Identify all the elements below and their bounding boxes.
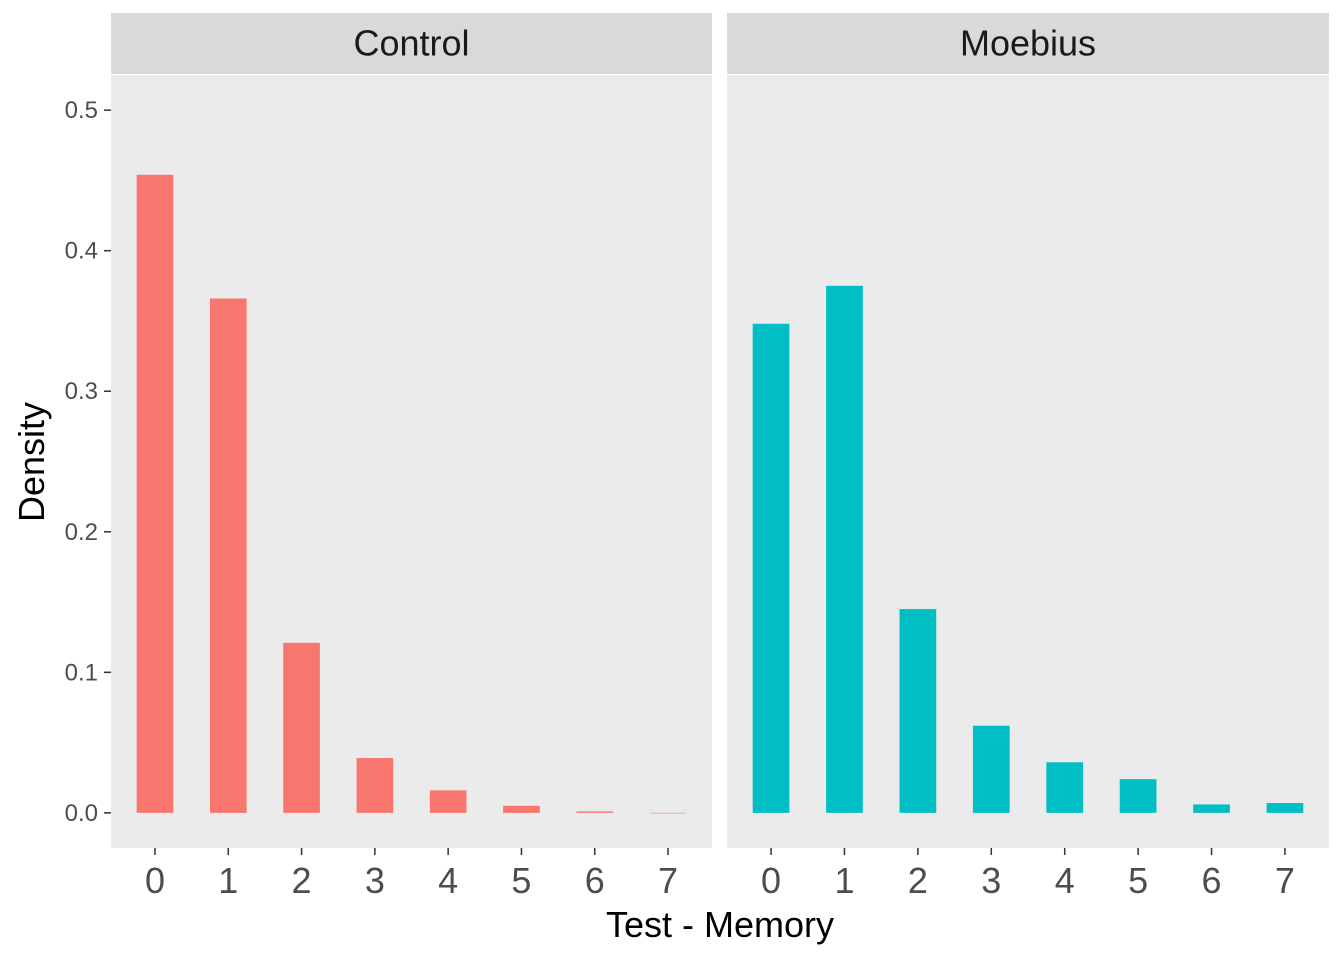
bar (503, 805, 540, 813)
bar (972, 725, 1010, 813)
x-axis: 0 1 2 3 4 5 6 7 0 1 2 3 4 5 6 7 (145, 848, 1295, 901)
x-tick-label: 6 (585, 860, 605, 901)
y-axis-title: Density (11, 402, 52, 522)
bar (1046, 762, 1084, 813)
x-tick-label: 5 (511, 860, 531, 901)
x-tick-label: 7 (658, 860, 678, 901)
x-tick-label: 0 (761, 860, 781, 901)
panel-moebius: Moebius (727, 13, 1329, 848)
facet-strip-label: Moebius (960, 23, 1096, 64)
x-tick-label: 0 (145, 860, 165, 901)
panel-background (111, 75, 712, 848)
x-tick-label: 3 (981, 860, 1001, 901)
y-axis: 0.0 0.1 0.2 0.3 0.4 0.5 (65, 97, 111, 827)
x-axis-title: Test - Memory (606, 904, 834, 945)
bar (283, 642, 320, 813)
x-tick-label: 6 (1202, 860, 1222, 901)
x-tick-label: 2 (908, 860, 928, 901)
x-tick-label: 1 (218, 860, 238, 901)
bar (356, 758, 394, 813)
y-tick-label: 0.3 (65, 378, 98, 405)
bar (1119, 779, 1157, 813)
y-tick-label: 0.1 (65, 659, 98, 686)
y-tick-label: 0.4 (65, 238, 98, 265)
panels-layer: Control Moebius (111, 13, 1329, 848)
bar (1193, 804, 1230, 813)
panel-background (727, 75, 1329, 848)
x-tick-label: 4 (438, 860, 458, 901)
bar (899, 609, 937, 813)
bar (826, 285, 863, 813)
bar (136, 174, 174, 813)
x-tick-label: 3 (365, 860, 385, 901)
bar (429, 790, 467, 813)
y-tick-label: 0.0 (65, 800, 98, 827)
facet-strip (727, 13, 1329, 74)
bar (1266, 803, 1304, 813)
x-tick-label: 7 (1275, 860, 1295, 901)
y-tick-label: 0.2 (65, 519, 98, 546)
bar (752, 323, 790, 813)
x-tick-label: 1 (834, 860, 854, 901)
bar (209, 298, 247, 813)
y-tick-label: 0.5 (65, 97, 98, 124)
panel-control: Control (111, 13, 712, 848)
facet-strip-label: Control (353, 23, 469, 64)
bar (576, 811, 614, 813)
x-tick-label: 2 (292, 860, 312, 901)
facet-strip (111, 13, 712, 74)
x-tick-label: 5 (1128, 860, 1148, 901)
x-tick-label: 4 (1055, 860, 1075, 901)
bar (649, 812, 687, 814)
